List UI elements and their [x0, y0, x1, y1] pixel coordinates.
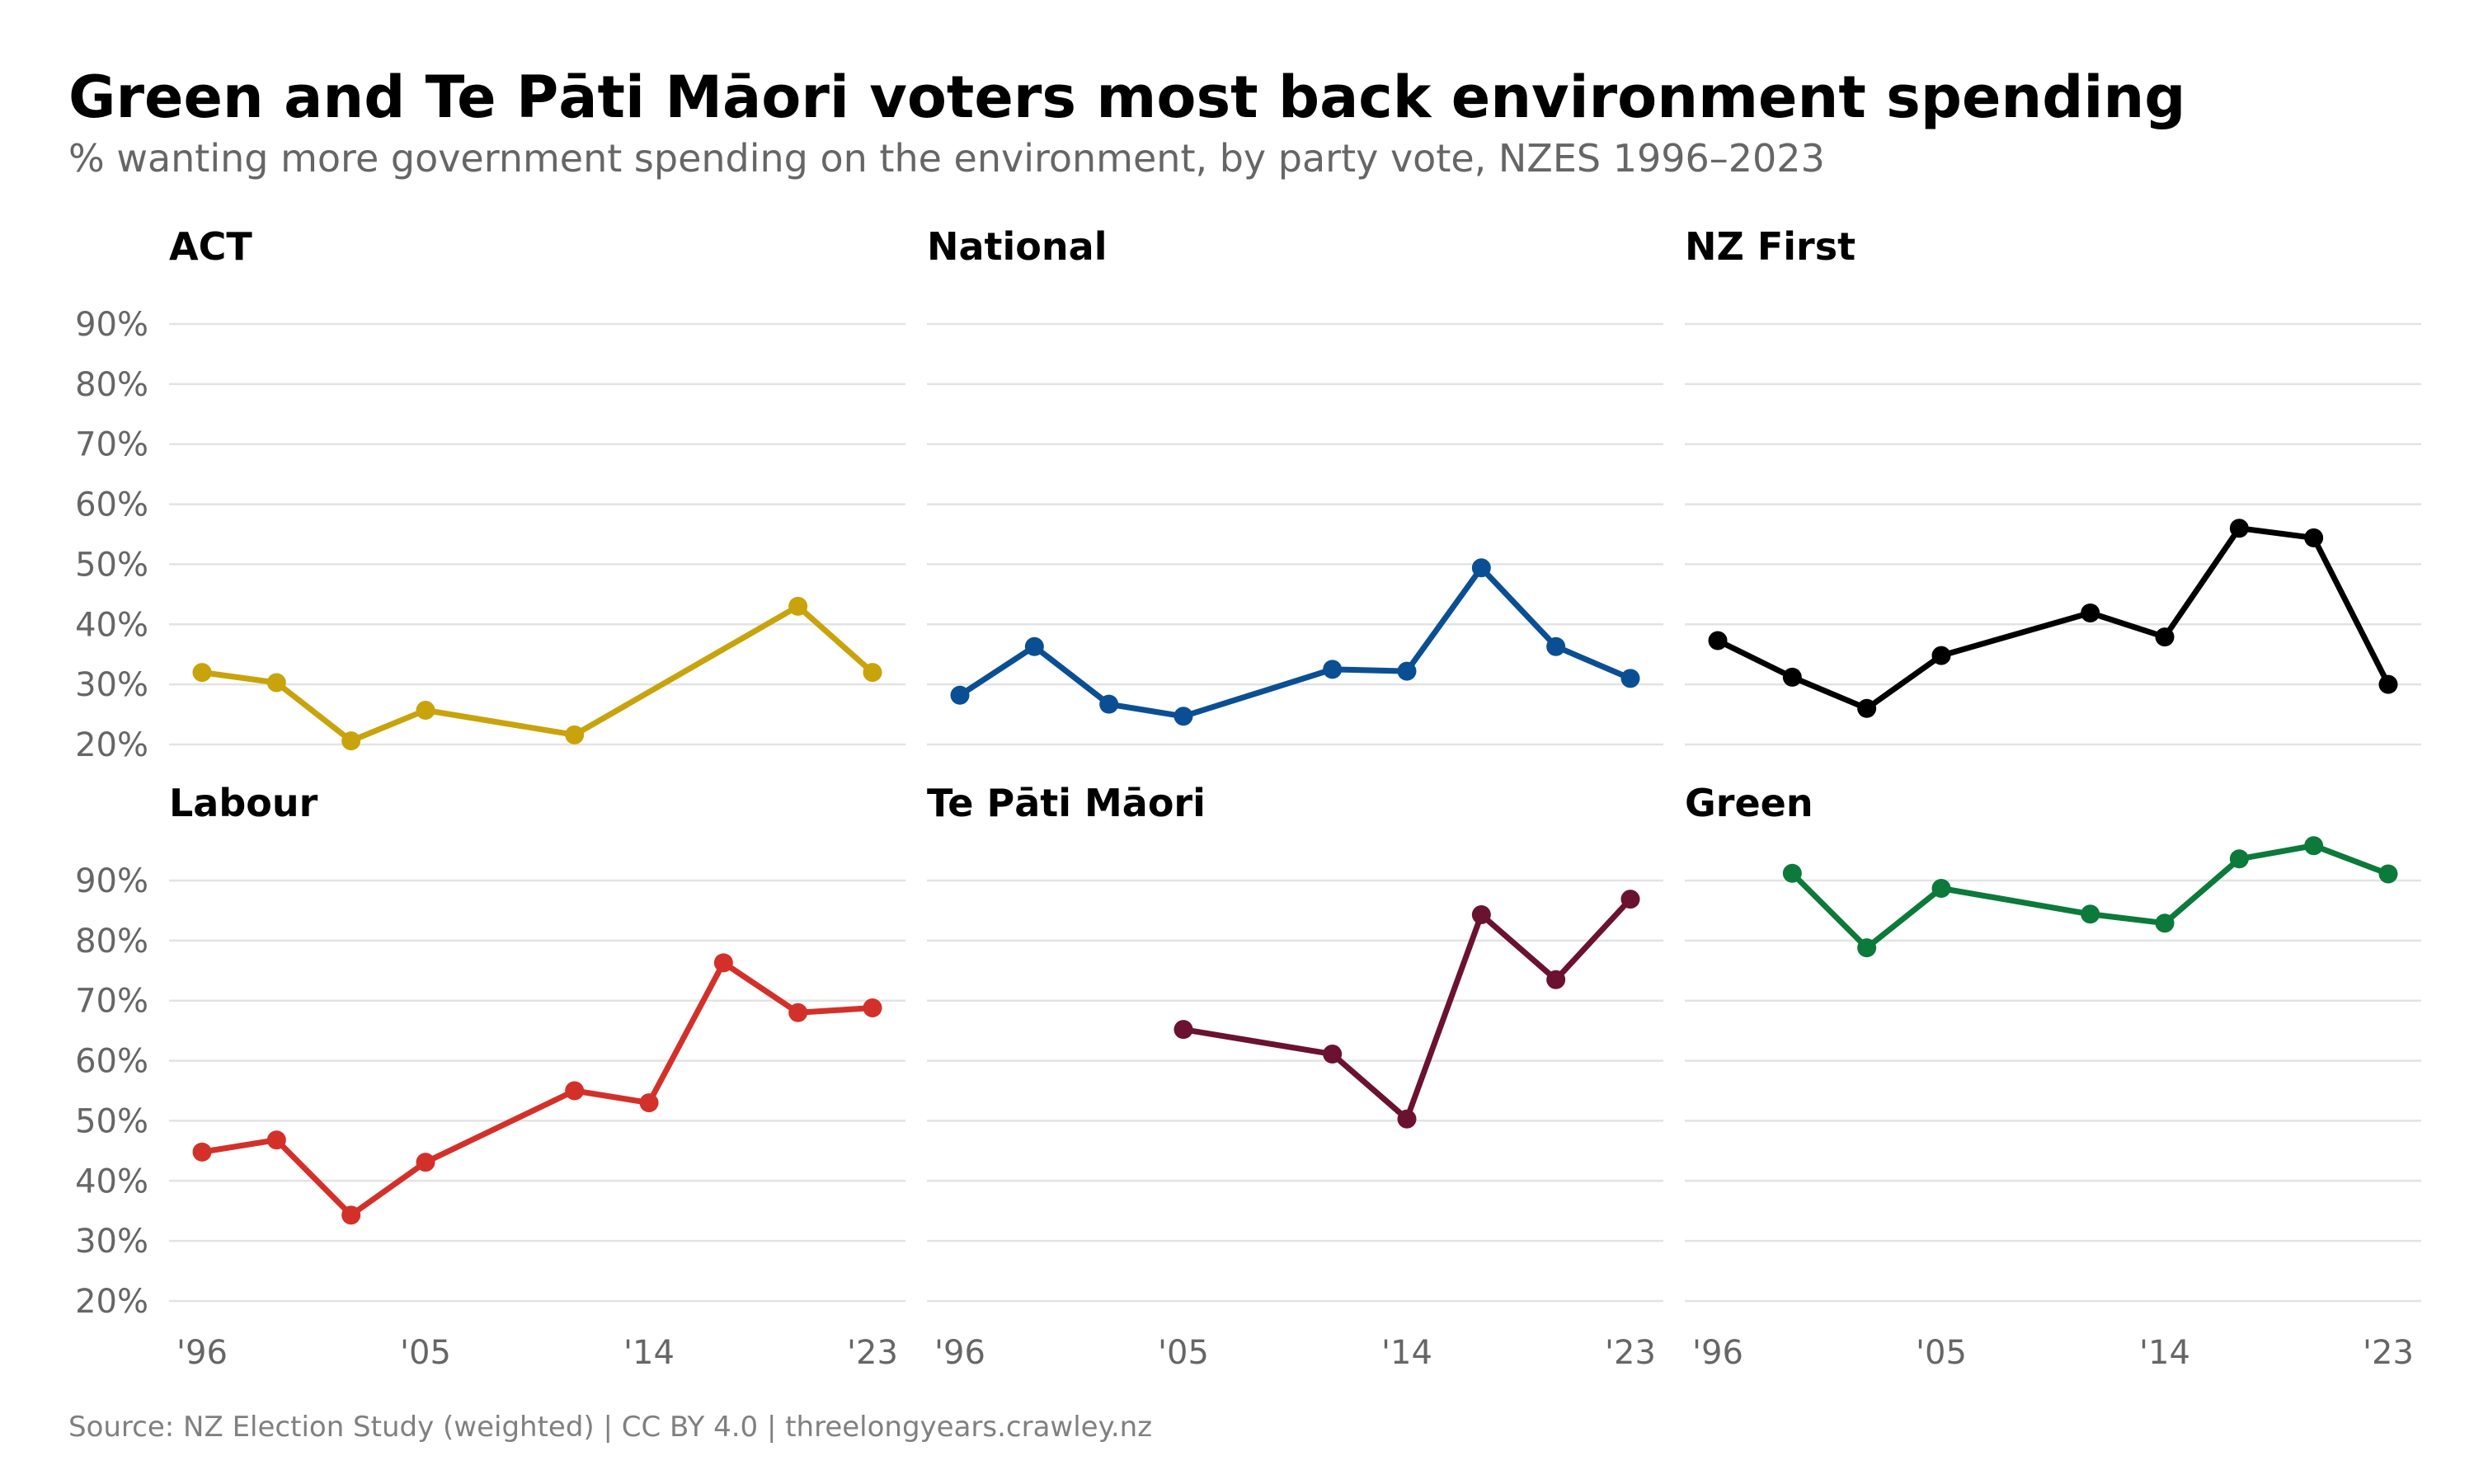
- series-line: [957, 565, 1634, 720]
- data-point: [1397, 661, 1417, 681]
- panel-title: NZ First: [1685, 224, 1856, 269]
- data-point: [341, 731, 361, 751]
- data-point: [788, 596, 808, 616]
- data-point: [863, 663, 882, 683]
- data-point: [1857, 938, 1877, 958]
- panel-title: National: [927, 224, 1107, 269]
- data-point: [266, 673, 286, 693]
- y-tick-label: 70%: [75, 426, 148, 464]
- data-point: [1546, 636, 1566, 656]
- y-tick-label: 60%: [75, 1043, 148, 1081]
- data-point: [2081, 904, 2100, 924]
- data-point: [2304, 528, 2324, 547]
- data-point: [192, 663, 212, 683]
- x-tick-label: '96: [934, 1334, 985, 1372]
- data-point: [2155, 913, 2175, 933]
- data-point: [1099, 694, 1119, 714]
- data-point: [2229, 519, 2249, 538]
- data-point: [565, 1081, 585, 1101]
- y-tick-label: 90%: [75, 862, 148, 900]
- panel-act: ACT 20% 30% 40% 50% 60% 70% 80% 90%: [75, 224, 905, 764]
- x-tick-label: '05: [400, 1334, 451, 1372]
- data-point: [1857, 698, 1877, 718]
- data-point: [1620, 890, 1640, 909]
- data-point: [1471, 558, 1491, 578]
- x-tick-label: '05: [1158, 1334, 1209, 1372]
- data-point: [713, 953, 733, 973]
- y-tick-label: 80%: [75, 366, 148, 404]
- data-point: [1174, 707, 1193, 726]
- data-point: [2378, 864, 2398, 884]
- x-tick-label: '96: [176, 1334, 228, 1372]
- data-point: [863, 998, 882, 1017]
- series-line: [1714, 525, 2392, 711]
- data-point: [2378, 674, 2398, 694]
- data-point: [639, 1093, 659, 1113]
- data-point: [950, 685, 970, 705]
- data-point: [1323, 1045, 1343, 1064]
- data-point: [565, 725, 585, 744]
- data-point: [1546, 970, 1566, 989]
- x-tick-label: '05: [1916, 1334, 1967, 1372]
- y-tick-label: 20%: [75, 726, 148, 764]
- x-tick-label: '23: [2363, 1334, 2414, 1372]
- y-tick-label: 80%: [75, 923, 148, 960]
- y-tick-label: 40%: [75, 606, 148, 644]
- y-tick-label: 50%: [75, 546, 148, 584]
- panel-green: Green '96 '05 '14 '23: [1685, 781, 2421, 1372]
- y-tick-label: 30%: [75, 666, 148, 704]
- y-tick-label: 20%: [75, 1283, 148, 1321]
- data-point: [1620, 669, 1640, 688]
- x-tick-label: '23: [1605, 1334, 1656, 1372]
- data-point: [1708, 631, 1728, 650]
- x-tick-label: '14: [1381, 1334, 1432, 1372]
- data-point: [416, 700, 435, 720]
- data-point: [2081, 603, 2100, 622]
- data-point: [2304, 836, 2324, 856]
- data-point: [788, 1003, 808, 1022]
- y-tick-label: 30%: [75, 1223, 148, 1261]
- data-point: [2229, 849, 2249, 869]
- panel-te-p-ti-m-ori: Te Pāti Māori '96 '05 '14 '23: [927, 781, 1663, 1372]
- data-point: [1782, 667, 1802, 687]
- y-tick-label: 90%: [75, 306, 148, 344]
- y-tick-label: 40%: [75, 1162, 148, 1200]
- series-line: [1789, 843, 2392, 951]
- data-point: [1931, 646, 1951, 665]
- panel-nz-first: NZ First: [1685, 224, 2421, 746]
- x-tick-label: '23: [847, 1334, 898, 1372]
- data-point: [1782, 863, 1802, 883]
- panel-title: ACT: [169, 224, 252, 269]
- data-point: [1174, 1020, 1193, 1040]
- data-point: [266, 1130, 286, 1150]
- chart-subtitle: % wanting more government spending on th…: [68, 136, 1825, 181]
- data-point: [1931, 878, 1951, 898]
- panel-title: Labour: [169, 781, 318, 825]
- data-point: [1024, 636, 1044, 656]
- x-tick-label: '14: [2139, 1334, 2190, 1372]
- panel-title: Green: [1685, 781, 1813, 825]
- x-tick-label: '96: [1692, 1334, 1743, 1372]
- y-tick-label: 60%: [75, 486, 148, 524]
- panel-title: Te Pāti Māori: [927, 781, 1206, 825]
- data-point: [1471, 905, 1491, 925]
- y-tick-label: 50%: [75, 1102, 148, 1140]
- x-tick-label: '14: [623, 1334, 675, 1372]
- series-line: [1180, 896, 1634, 1122]
- source-note: Source: NZ Election Study (weighted) | C…: [68, 1411, 1152, 1444]
- panel-national: National: [927, 224, 1663, 746]
- data-point: [341, 1205, 361, 1225]
- chart-title: Green and Te Pāti Māori voters most back…: [68, 63, 2185, 131]
- data-point: [1323, 660, 1343, 679]
- data-point: [416, 1153, 435, 1172]
- data-point: [2155, 627, 2175, 647]
- y-tick-label: 70%: [75, 983, 148, 1021]
- panels: ACT 20% 30% 40% 50% 60% 70% 80% 90% National NZ Fi…: [75, 224, 2421, 1372]
- data-point: [1397, 1109, 1417, 1129]
- series-line: [199, 603, 876, 744]
- data-point: [192, 1142, 212, 1162]
- panel-labour: Labour 20% 30% 40% 50% 60% 70% 80% 90% '96 '05 '14 '…: [75, 781, 905, 1372]
